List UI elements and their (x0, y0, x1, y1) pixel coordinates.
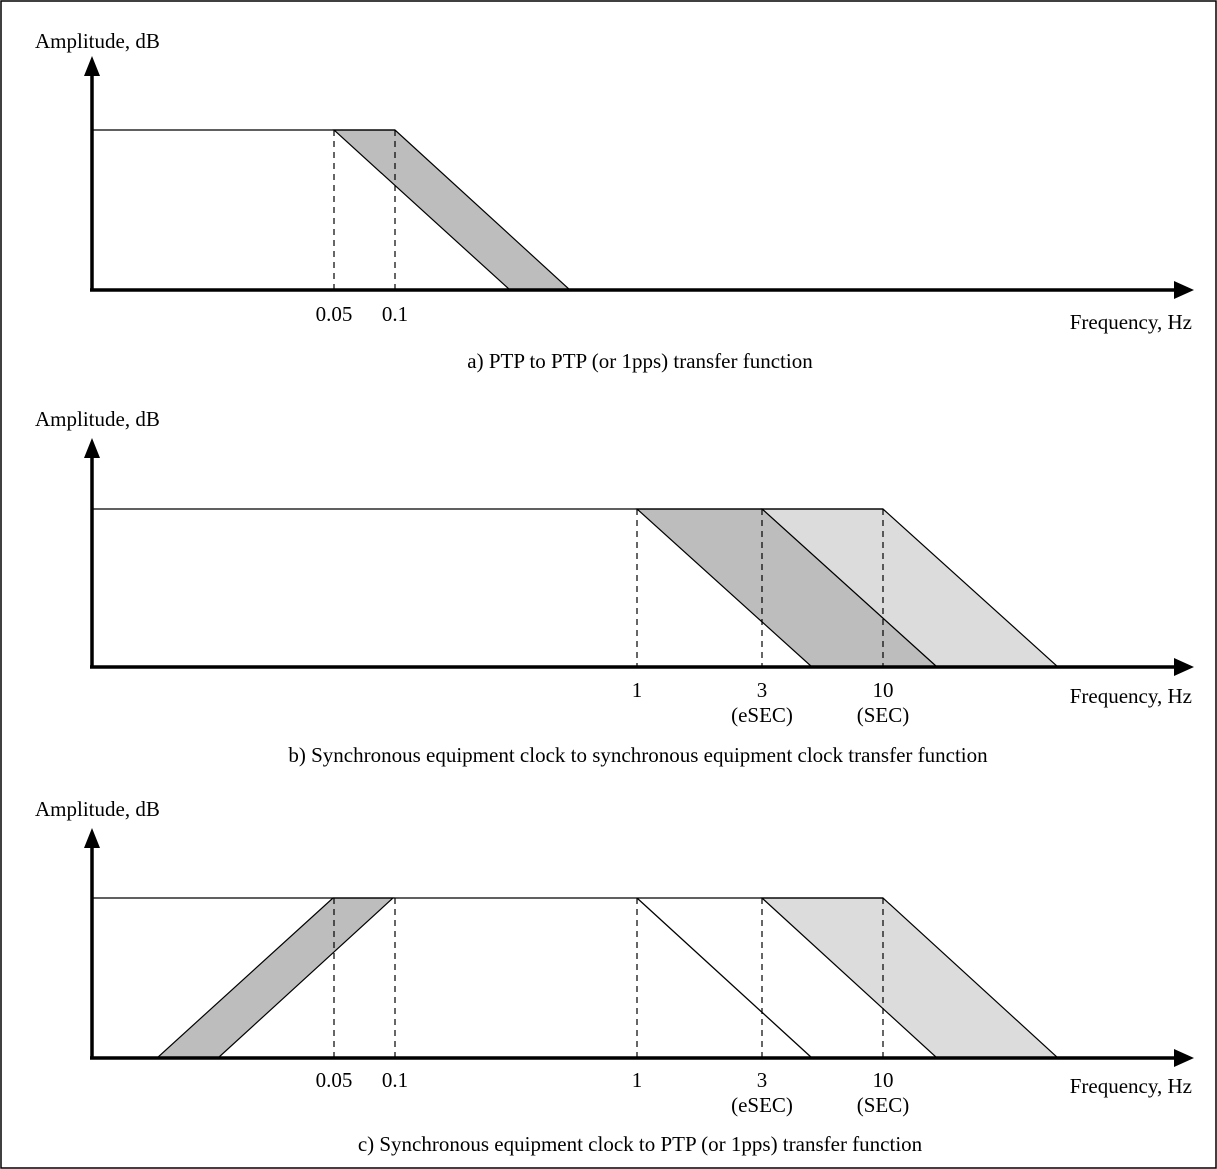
panel-c-x-axis-arrowhead (1174, 1049, 1194, 1067)
panel-b-x-axis-label: Frequency, Hz (1070, 684, 1192, 708)
panel-b-tick-sublabel: (eSEC) (731, 703, 793, 727)
panel-a-tick-label: 0.1 (382, 302, 408, 326)
panel-a-y-axis-arrowhead (84, 56, 100, 76)
panel-b-tick-label: 3 (757, 678, 768, 702)
panel-c-x-axis-label: Frequency, Hz (1070, 1074, 1192, 1098)
panel-c: Amplitude, dB 0.05 0.1 1 3 (eSEC) 10 (SE… (35, 797, 1194, 1156)
panel-a-y-axis-label: Amplitude, dB (35, 29, 160, 53)
panel-b-tick-label: 10 (873, 678, 894, 702)
panel-b: Amplitude, dB 1 3 (eSEC) 10 (SEC) Freque… (35, 407, 1194, 767)
panel-b-tick-sublabel: (SEC) (857, 703, 910, 727)
panel-a-x-axis-label: Frequency, Hz (1070, 310, 1192, 334)
panel-c-tick-label: 1 (632, 1068, 643, 1092)
panel-a-tick-label: 0.05 (316, 302, 353, 326)
panel-b-caption: b) Synchronous equipment clock to synchr… (288, 743, 988, 767)
panel-c-tick-label: 0.1 (382, 1068, 408, 1092)
panel-a: Amplitude, dB 0.05 0.1 Frequency, Hz a) … (35, 29, 1194, 373)
panel-c-tick-label: 3 (757, 1068, 768, 1092)
panel-c-tick-sublabel: (SEC) (857, 1093, 910, 1117)
panel-a-caption: a) PTP to PTP (or 1pps) transfer functio… (467, 349, 813, 373)
panel-b-x-axis-arrowhead (1174, 658, 1194, 676)
panel-c-y-axis-arrowhead (84, 828, 100, 848)
panel-a-x-axis-arrowhead (1174, 281, 1194, 299)
panel-c-caption: c) Synchronous equipment clock to PTP (o… (358, 1132, 923, 1156)
panel-c-tick-sublabel: (eSEC) (731, 1093, 793, 1117)
panel-c-tick-label: 10 (873, 1068, 894, 1092)
panel-b-tick-label: 1 (632, 678, 643, 702)
panel-b-y-axis-label: Amplitude, dB (35, 407, 160, 431)
panel-c-esec-rolloff (636, 897, 813, 1059)
panel-b-y-axis-arrowhead (84, 438, 100, 458)
panel-c-tick-label: 0.05 (316, 1068, 353, 1092)
panel-c-y-axis-label: Amplitude, dB (35, 797, 160, 821)
